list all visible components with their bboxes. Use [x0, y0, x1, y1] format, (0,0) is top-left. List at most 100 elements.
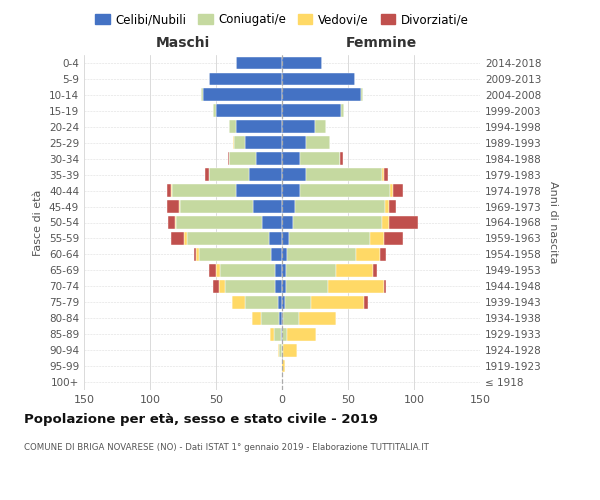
- Bar: [282, 152, 301, 165]
- Bar: [271, 248, 282, 261]
- Bar: [270, 328, 274, 340]
- Bar: [282, 360, 284, 372]
- Bar: [236, 120, 282, 133]
- Bar: [380, 248, 386, 261]
- Bar: [172, 184, 236, 197]
- Bar: [390, 184, 393, 197]
- Bar: [202, 88, 203, 102]
- Bar: [282, 312, 283, 324]
- Bar: [194, 248, 196, 261]
- Bar: [181, 200, 253, 213]
- Bar: [235, 136, 245, 149]
- Bar: [214, 280, 218, 292]
- Bar: [282, 120, 315, 133]
- Bar: [328, 280, 383, 292]
- Bar: [278, 296, 282, 308]
- Bar: [282, 184, 301, 197]
- Bar: [281, 328, 282, 340]
- Bar: [282, 232, 289, 245]
- Bar: [274, 328, 281, 340]
- Bar: [286, 280, 328, 292]
- Bar: [269, 232, 282, 245]
- Y-axis label: Anni di nascita: Anni di nascita: [548, 181, 558, 264]
- Text: Femmine: Femmine: [346, 36, 416, 50]
- Bar: [287, 248, 356, 261]
- Bar: [167, 200, 179, 213]
- Bar: [228, 152, 229, 165]
- Bar: [229, 120, 236, 133]
- Bar: [282, 200, 295, 213]
- Bar: [306, 136, 329, 149]
- Bar: [383, 280, 386, 292]
- Bar: [261, 312, 280, 324]
- Bar: [218, 280, 225, 292]
- Bar: [282, 56, 322, 70]
- Y-axis label: Fasce di età: Fasce di età: [34, 190, 43, 256]
- Bar: [282, 344, 283, 356]
- Bar: [220, 264, 275, 276]
- Bar: [232, 296, 245, 308]
- Bar: [295, 200, 385, 213]
- Bar: [287, 328, 316, 340]
- Bar: [361, 88, 362, 102]
- Bar: [209, 264, 216, 276]
- Bar: [306, 168, 382, 181]
- Bar: [171, 184, 172, 197]
- Bar: [278, 344, 280, 356]
- Bar: [315, 120, 326, 133]
- Bar: [184, 232, 187, 245]
- Text: COMUNE DI BRIGA NOVARESE (NO) - Dati ISTAT 1° gennaio 2019 - Elaborazione TUTTIT: COMUNE DI BRIGA NOVARESE (NO) - Dati IST…: [24, 442, 429, 452]
- Text: Popolazione per età, sesso e stato civile - 2019: Popolazione per età, sesso e stato civil…: [24, 412, 378, 426]
- Bar: [209, 72, 282, 86]
- Bar: [282, 264, 286, 276]
- Bar: [282, 248, 287, 261]
- Bar: [282, 104, 341, 117]
- Bar: [171, 232, 184, 245]
- Bar: [169, 216, 175, 229]
- Bar: [216, 264, 220, 276]
- Bar: [179, 200, 181, 213]
- Bar: [301, 152, 340, 165]
- Bar: [336, 264, 373, 276]
- Bar: [187, 232, 269, 245]
- Bar: [299, 312, 336, 324]
- Bar: [256, 152, 282, 165]
- Bar: [205, 168, 209, 181]
- Bar: [233, 136, 235, 149]
- Text: Maschi: Maschi: [156, 36, 210, 50]
- Bar: [382, 168, 383, 181]
- Bar: [301, 184, 390, 197]
- Bar: [214, 104, 216, 117]
- Bar: [289, 232, 370, 245]
- Bar: [176, 216, 262, 229]
- Bar: [356, 248, 380, 261]
- Bar: [286, 264, 336, 276]
- Bar: [393, 184, 403, 197]
- Bar: [216, 104, 282, 117]
- Bar: [262, 216, 282, 229]
- Bar: [245, 296, 278, 308]
- Bar: [209, 168, 249, 181]
- Bar: [293, 216, 382, 229]
- Bar: [199, 248, 271, 261]
- Bar: [282, 216, 293, 229]
- Bar: [275, 280, 282, 292]
- Bar: [236, 184, 282, 197]
- Bar: [370, 232, 383, 245]
- Bar: [383, 168, 388, 181]
- Bar: [283, 312, 299, 324]
- Bar: [245, 136, 282, 149]
- Bar: [282, 136, 306, 149]
- Bar: [373, 264, 377, 276]
- Bar: [280, 312, 282, 324]
- Bar: [389, 200, 395, 213]
- Bar: [251, 312, 261, 324]
- Bar: [175, 216, 176, 229]
- Bar: [253, 200, 282, 213]
- Bar: [282, 88, 361, 102]
- Bar: [225, 280, 275, 292]
- Bar: [280, 344, 282, 356]
- Bar: [341, 104, 344, 117]
- Bar: [203, 88, 282, 102]
- Bar: [196, 248, 199, 261]
